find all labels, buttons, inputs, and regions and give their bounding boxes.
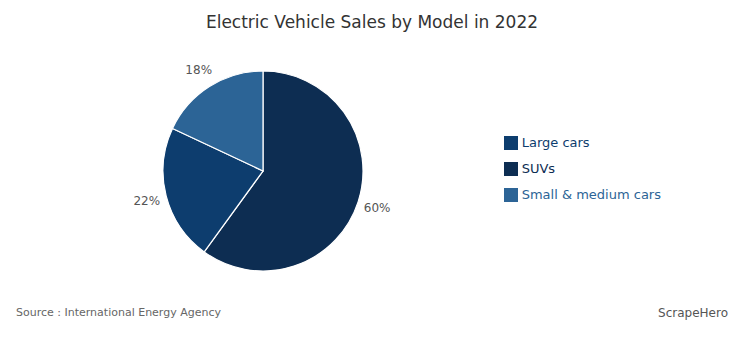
html-text:Small & medium cars: Small & medium cars	[521, 186, 661, 202]
svg-text:60%: 60%	[364, 201, 391, 215]
html-text:Source : International Energy: Source : International Energy Agency	[16, 306, 221, 319]
html-text:ScrapeHero: ScrapeHero	[658, 306, 728, 320]
html-text:Electric Vehicle Sales by Mode: Electric Vehicle Sales by Model in 2022	[205, 12, 539, 32]
svg-text:18%: 18%	[185, 63, 212, 77]
svg-text:22%: 22%	[133, 194, 160, 208]
html-text:Large cars: Large cars	[521, 134, 590, 150]
html-text:SUVs: SUVs	[521, 160, 556, 176]
